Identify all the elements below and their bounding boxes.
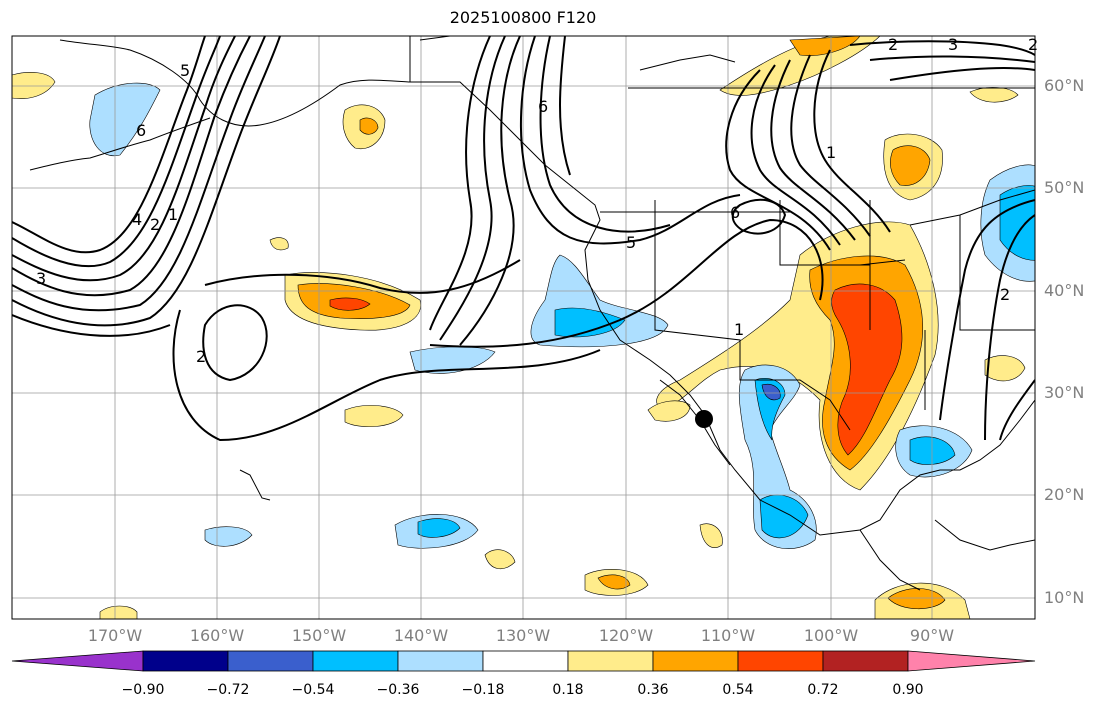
pos-anomaly-small-2 [699, 523, 723, 548]
lon-label-160w: 160°W [189, 626, 245, 645]
pos-anomaly-subtrop [344, 405, 404, 427]
colorbar-tick-label: 0.18 [552, 682, 584, 698]
colorbar-bin [227, 650, 314, 672]
contour-label: 4 [132, 210, 142, 229]
neg-anomaly-northeast-core [999, 185, 1035, 261]
colorbar-bin [822, 650, 909, 672]
lon-label-110w: 110°W [700, 626, 756, 645]
contour-label: 1 [734, 320, 744, 339]
colorbar-tick-label: −0.18 [461, 682, 505, 698]
anomaly-shading [12, 36, 1035, 619]
colorbar-bin [652, 650, 739, 672]
neg-anomaly-mexico-core2 [761, 383, 781, 401]
pos-anomaly-canada-core [890, 145, 931, 186]
colorbar-extend-high [907, 650, 1036, 672]
contour-label: 3 [36, 269, 46, 288]
pos-anomaly-npac-core [359, 117, 379, 135]
pos-anomaly-baja [647, 400, 691, 422]
colorbar-bin [567, 650, 654, 672]
neg-anomaly-mid [409, 346, 496, 374]
colorbar-bin [482, 650, 569, 672]
contour-label: 1 [168, 205, 178, 224]
colorbar-tick-label: 0.72 [807, 682, 839, 698]
gridlines [12, 36, 1035, 619]
pos-anomaly-west-edge [12, 72, 56, 99]
lon-label-170w: 170°W [87, 626, 143, 645]
colorbar-bin [737, 650, 824, 672]
pos-anomaly-small [269, 237, 289, 251]
lon-label-120w: 120°W [598, 626, 654, 645]
contour-label: 2 [1028, 35, 1038, 54]
colorbar-tick-label: −0.54 [291, 682, 335, 698]
map-frame [11, 35, 1036, 620]
colorbar-tick-label: −0.72 [206, 682, 250, 698]
contour-label: 6 [538, 97, 548, 116]
neg-anomaly-alaska [89, 82, 161, 157]
pos-anomaly-tropic-2-core [597, 574, 631, 590]
neg-anomaly-gulf-core [909, 436, 956, 465]
lat-label-60: 60°N [1044, 76, 1085, 95]
lat-label-50: 50°N [1044, 178, 1085, 197]
colorbar-tick-label: 0.90 [892, 682, 924, 698]
colorbar-tick-label: −0.36 [376, 682, 420, 698]
colorbar-tick-label: −0.90 [121, 682, 165, 698]
pos-anomaly-tropic-1 [484, 549, 516, 569]
map-title: 2025100800 F120 [449, 8, 597, 27]
contour-label: 5 [626, 233, 636, 252]
contour-label: 2 [150, 215, 160, 234]
colorbar-tick-label: 0.36 [637, 682, 669, 698]
colorbar [11, 650, 1036, 672]
lat-label-30: 30°N [1044, 383, 1085, 402]
observation-marker [695, 410, 713, 428]
lat-label-10: 10°N [1044, 588, 1085, 607]
pos-anomaly-se [984, 355, 1026, 382]
lat-label-20: 20°N [1044, 485, 1085, 504]
contour-label-group: 3 4 2 1 6 5 2 6 5 6 1 1 2 2 3 2 [36, 35, 1038, 366]
coastlines [29, 36, 1035, 591]
lon-label-140w: 140°W [393, 626, 449, 645]
pos-anomaly-north-core [789, 36, 861, 56]
lat-label-40: 40°N [1044, 281, 1085, 300]
contour-label: 2 [196, 347, 206, 366]
height-contours [12, 36, 1035, 442]
lon-label-130w: 130°W [495, 626, 551, 645]
pos-anomaly-plains-red [831, 283, 903, 456]
lon-label-100w: 100°W [803, 626, 859, 645]
lon-label-150w: 150°W [291, 626, 347, 645]
contour-label: 3 [948, 35, 958, 54]
contour-label: 5 [180, 61, 190, 80]
pos-anomaly-bottom [99, 605, 138, 619]
pos-anomaly-cpac-red [329, 297, 371, 311]
colorbar-tick-label: 0.54 [722, 682, 754, 698]
contour-label: 2 [888, 35, 898, 54]
colorbar-bin [142, 650, 229, 672]
neg-anomaly-tropic-core [417, 518, 461, 538]
pos-anomaly-south-core [887, 588, 946, 610]
contour-label: 2 [1000, 285, 1010, 304]
contour-label: 6 [730, 203, 740, 222]
colorbar-bin [312, 650, 399, 672]
pos-anomaly-north [719, 36, 881, 96]
colorbar-bin [397, 650, 484, 672]
lon-label-90w: 90°W [909, 626, 955, 645]
contour-label: 1 [826, 143, 836, 162]
colorbar-extend-low [11, 650, 144, 672]
contour-label: 6 [136, 121, 146, 140]
